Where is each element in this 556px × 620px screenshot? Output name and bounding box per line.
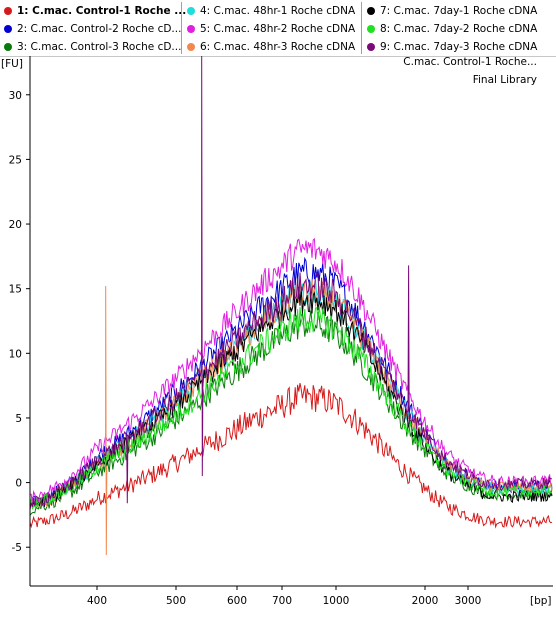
legend-item[interactable]: 8: C.mac. 7day-2 Roche cDNA bbox=[367, 20, 537, 38]
x-tick-label: 400 bbox=[87, 595, 107, 607]
legend-item[interactable]: 7: C.mac. 7day-1 Roche cDNA bbox=[367, 2, 537, 20]
legend-item[interactable]: 2: C.mac. Control-2 Roche cD... bbox=[4, 20, 186, 38]
legend-item-label: 6: C.mac. 48hr-3 Roche cDNA bbox=[200, 41, 356, 53]
legend-item[interactable]: 3: C.mac. Control-3 Roche cD... bbox=[4, 38, 186, 56]
chart-legend: 1: C.mac. Control-1 Roche ... 2: C.mac. … bbox=[0, 0, 556, 57]
legend-item-label: 3: C.mac. Control-3 Roche cD... bbox=[17, 41, 182, 53]
x-tick-label: 2000 bbox=[412, 595, 439, 607]
series-color-dot bbox=[367, 25, 375, 33]
legend-column-1: 1: C.mac. Control-1 Roche ... 2: C.mac. … bbox=[4, 2, 186, 56]
series-color-dot bbox=[367, 7, 375, 15]
y-tick-label: -5 bbox=[12, 542, 22, 554]
legend-item[interactable]: 4: C.mac. 48hr-1 Roche cDNA bbox=[187, 2, 355, 20]
series-line-4 bbox=[29, 279, 553, 508]
legend-item-label: 9: C.mac. 7day-3 Roche cDNA bbox=[380, 41, 538, 53]
series-color-dot bbox=[4, 43, 12, 51]
x-tick-label: 600 bbox=[227, 595, 247, 607]
x-axis-ticks: 400 500 600 700 1000 2000 3000 bbox=[87, 586, 481, 607]
chart-subtitle: Final Library bbox=[473, 74, 537, 86]
legend-item[interactable]: 1: C.mac. Control-1 Roche ... bbox=[4, 2, 186, 20]
series-color-dot bbox=[367, 43, 375, 51]
legend-item[interactable]: 9: C.mac. 7day-3 Roche cDNA bbox=[367, 38, 537, 56]
legend-item-label: 8: C.mac. 7day-2 Roche cDNA bbox=[380, 23, 538, 35]
y-tick-label: 15 bbox=[9, 284, 22, 296]
legend-item[interactable]: 6: C.mac. 48hr-3 Roche cDNA bbox=[187, 38, 355, 56]
legend-separator bbox=[181, 2, 182, 54]
y-tick-label: 5 bbox=[15, 413, 22, 425]
x-tick-label: 3000 bbox=[455, 595, 482, 607]
legend-column-3: 7: C.mac. 7day-1 Roche cDNA 8: C.mac. 7d… bbox=[367, 2, 537, 56]
series-color-dot bbox=[4, 7, 12, 15]
y-tick-label: 30 bbox=[9, 90, 22, 102]
series-color-dot bbox=[187, 43, 195, 51]
x-tick-label: 1000 bbox=[323, 595, 350, 607]
series-line-5 bbox=[29, 237, 553, 504]
legend-column-2: 4: C.mac. 48hr-1 Roche cDNA 5: C.mac. 48… bbox=[187, 2, 355, 56]
y-tick-label: 0 bbox=[15, 478, 22, 490]
y-tick-label: 20 bbox=[9, 219, 22, 231]
series-color-dot bbox=[4, 25, 12, 33]
plot-area bbox=[29, 56, 553, 556]
legend-item-label: 4: C.mac. 48hr-1 Roche cDNA bbox=[200, 5, 356, 17]
legend-item-label: 5: C.mac. 48hr-2 Roche cDNA bbox=[200, 23, 356, 35]
y-tick-label: 10 bbox=[9, 348, 22, 360]
series-line-3 bbox=[29, 310, 553, 516]
y-axis-unit: [FU] bbox=[1, 58, 23, 70]
y-axis-ticks: -5 0 5 10 15 20 25 30 bbox=[9, 90, 30, 554]
y-tick-label: 25 bbox=[9, 154, 22, 166]
series-color-dot bbox=[187, 25, 195, 33]
x-tick-label: 500 bbox=[166, 595, 186, 607]
legend-item-label: 7: C.mac. 7day-1 Roche cDNA bbox=[380, 5, 538, 17]
legend-item-label: 1: C.mac. Control-1 Roche ... bbox=[17, 5, 187, 17]
series-line-1 bbox=[29, 383, 553, 529]
legend-item[interactable]: 5: C.mac. 48hr-2 Roche cDNA bbox=[187, 20, 355, 38]
series-line-9 bbox=[29, 56, 553, 510]
x-tick-label: 700 bbox=[272, 595, 292, 607]
legend-separator bbox=[361, 2, 362, 54]
sample-title: C.mac. Control-1 Roche... bbox=[403, 56, 537, 68]
x-axis-unit: [bp] bbox=[530, 595, 552, 607]
series-color-dot bbox=[187, 7, 195, 15]
legend-item-label: 2: C.mac. Control-2 Roche cD... bbox=[17, 23, 182, 35]
